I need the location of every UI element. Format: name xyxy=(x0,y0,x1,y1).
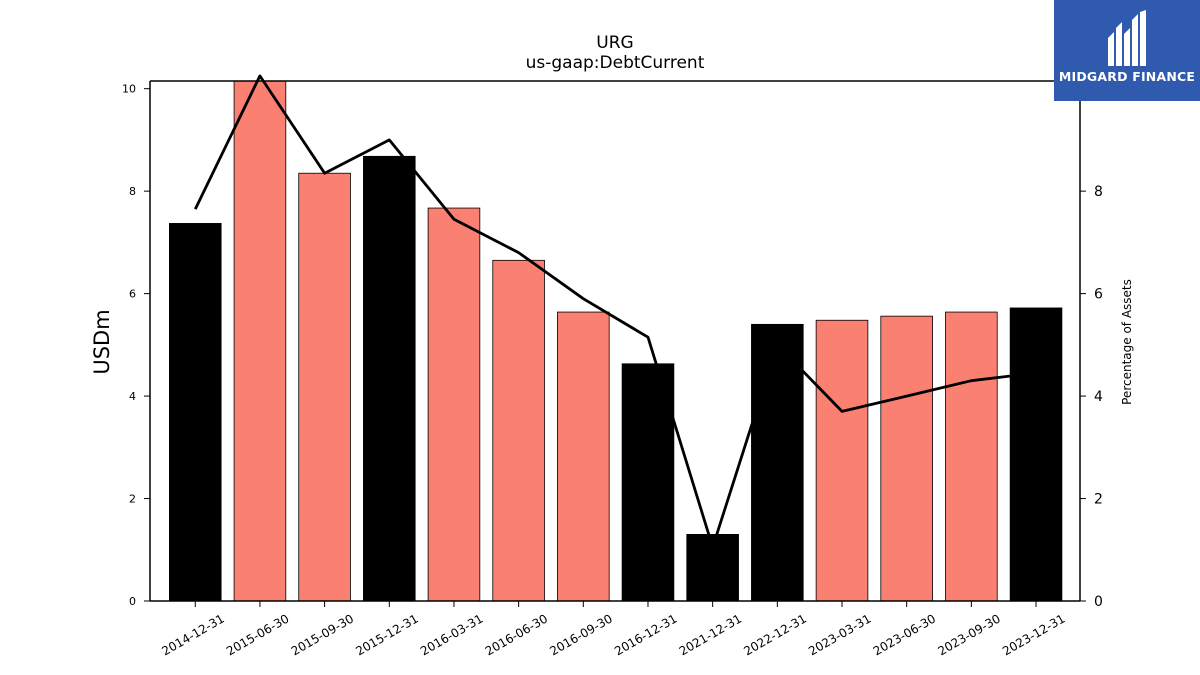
midgard-logo-icon xyxy=(1108,10,1146,66)
bar-2015-09-30 xyxy=(298,172,351,602)
y2-tick-label: 0 xyxy=(1094,594,1103,610)
percentage-of-assets-line xyxy=(194,74,1037,549)
y-tick-label: 2 xyxy=(129,493,136,506)
bar-2015-06-30 xyxy=(233,80,287,602)
bar-2022-12-31 xyxy=(751,323,804,602)
x-tick-label: 2023-06-30 xyxy=(871,611,938,658)
y2-tick-label: 6 xyxy=(1094,287,1103,303)
y2-axis-label: Percentage of Assets xyxy=(1120,279,1134,405)
y-tick-label: 0 xyxy=(129,595,136,608)
y2-tick-label: 8 xyxy=(1094,184,1103,200)
bar-2016-03-31 xyxy=(427,207,481,602)
bar-2023-06-30 xyxy=(880,315,933,602)
bar-2014-12-31 xyxy=(169,223,222,602)
bar-2023-03-31 xyxy=(815,319,869,602)
x-tick-label: 2015-06-30 xyxy=(224,611,291,658)
x-tick-label: 2016-03-31 xyxy=(418,611,485,658)
x-tick-label: 2023-12-31 xyxy=(1000,611,1067,658)
x-tick-label: 2016-12-31 xyxy=(612,611,679,658)
x-tick-label: 2023-03-31 xyxy=(806,611,873,658)
bar-2023-12-31 xyxy=(1009,307,1063,602)
y-tick-label: 4 xyxy=(129,390,136,403)
brand-logo: MIDGARD FINANCE xyxy=(1054,0,1200,101)
y-tick-label: 6 xyxy=(129,288,136,301)
y-tick-label: 8 xyxy=(129,185,136,198)
x-tick-label: 2023-09-30 xyxy=(935,611,1002,658)
chart-title: URG xyxy=(596,33,633,53)
x-tick-label: 2016-09-30 xyxy=(547,611,614,658)
bar-2016-06-30 xyxy=(492,259,545,602)
x-tick-label: 2014-12-31 xyxy=(159,611,226,658)
x-tick-label: 2015-09-30 xyxy=(289,611,356,658)
bar-2015-12-31 xyxy=(363,155,416,602)
x-tick-label: 2022-12-31 xyxy=(741,611,808,658)
y2-tick-label: 4 xyxy=(1094,389,1103,405)
y-axis-label: USDm xyxy=(90,309,114,374)
x-tick-label: 2016-06-30 xyxy=(483,611,550,658)
bar-2023-09-30 xyxy=(945,311,998,602)
bar-2016-09-30 xyxy=(557,311,610,602)
chart-subtitle: us-gaap:DebtCurrent xyxy=(526,53,705,73)
x-tick-label: 2015-12-31 xyxy=(353,611,420,658)
bar-2016-12-31 xyxy=(621,363,675,602)
brand-name: MIDGARD FINANCE xyxy=(1058,69,1196,84)
y-tick-label: 10 xyxy=(122,83,136,96)
x-tick-label: 2021-12-31 xyxy=(677,611,744,658)
y2-tick-label: 2 xyxy=(1094,492,1103,508)
